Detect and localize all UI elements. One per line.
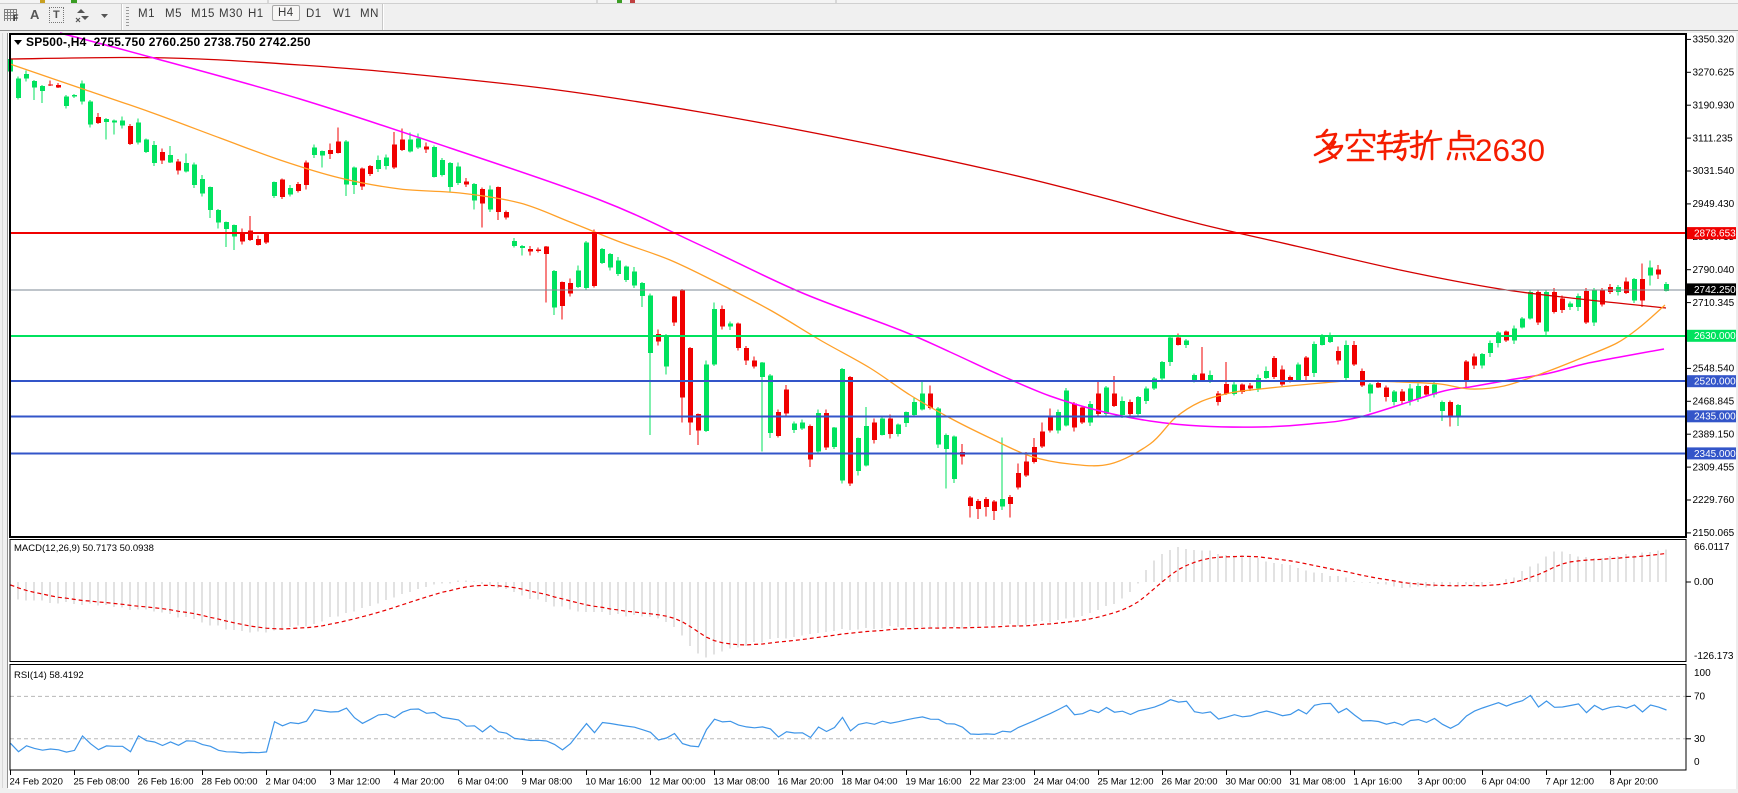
svg-text:2790.040: 2790.040: [1693, 265, 1735, 276]
svg-text:-126.173: -126.173: [1694, 651, 1734, 662]
svg-text:7 Apr 12:00: 7 Apr 12:00: [1546, 777, 1595, 788]
svg-text:3 Apr 00:00: 3 Apr 00:00: [1418, 777, 1467, 788]
svg-text:2 Mar 04:00: 2 Mar 04:00: [266, 777, 317, 788]
svg-text:MACD(12,26,9) 50.7173 50.0938: MACD(12,26,9) 50.7173 50.0938: [14, 543, 154, 554]
svg-text:4 Mar 20:00: 4 Mar 20:00: [394, 777, 445, 788]
svg-text:8 Apr 20:00: 8 Apr 20:00: [1610, 777, 1659, 788]
svg-text:RSI(14) 58.4192: RSI(14) 58.4192: [14, 670, 84, 681]
svg-text:12 Mar 00:00: 12 Mar 00:00: [650, 777, 706, 788]
svg-text:2435.000: 2435.000: [1694, 412, 1736, 423]
svg-text:2150.065: 2150.065: [1693, 528, 1735, 539]
svg-text:2229.760: 2229.760: [1693, 495, 1735, 506]
svg-text:30 Mar 00:00: 30 Mar 00:00: [1226, 777, 1282, 788]
svg-text:30: 30: [1694, 734, 1706, 745]
svg-text:25 Feb 08:00: 25 Feb 08:00: [74, 777, 130, 788]
svg-text:26 Mar 20:00: 26 Mar 20:00: [1162, 777, 1218, 788]
svg-text:100: 100: [1694, 668, 1711, 679]
svg-text:66.0117: 66.0117: [1694, 542, 1730, 553]
svg-text:28 Feb 00:00: 28 Feb 00:00: [202, 777, 258, 788]
svg-text:3031.540: 3031.540: [1693, 166, 1735, 177]
svg-text:2742.250: 2742.250: [1694, 285, 1736, 296]
svg-text:2468.845: 2468.845: [1693, 397, 1735, 408]
svg-text:2878.653: 2878.653: [1694, 229, 1736, 240]
svg-text:2309.455: 2309.455: [1693, 462, 1735, 473]
svg-text:3111.235: 3111.235: [1693, 133, 1734, 144]
svg-text:3350.320: 3350.320: [1693, 35, 1735, 46]
svg-text:3270.625: 3270.625: [1693, 68, 1735, 79]
svg-text:0: 0: [1694, 757, 1700, 768]
svg-text:16 Mar 20:00: 16 Mar 20:00: [778, 777, 834, 788]
svg-text:0.00: 0.00: [1694, 577, 1714, 588]
svg-text:2710.345: 2710.345: [1693, 298, 1735, 309]
svg-text:19 Mar 16:00: 19 Mar 16:00: [906, 777, 962, 788]
svg-text:1 Apr 16:00: 1 Apr 16:00: [1354, 777, 1403, 788]
svg-text:9 Mar 08:00: 9 Mar 08:00: [522, 777, 573, 788]
svg-text:25 Mar 12:00: 25 Mar 12:00: [1098, 777, 1154, 788]
svg-text:31 Mar 08:00: 31 Mar 08:00: [1290, 777, 1346, 788]
svg-text:2548.540: 2548.540: [1693, 364, 1735, 375]
svg-text:SP500-,H4 2755.750 2760.250 2: SP500-,H4 2755.750 2760.250 2738.750 274…: [26, 35, 311, 49]
svg-text:24 Feb 2020: 24 Feb 2020: [10, 777, 63, 788]
svg-text:2630: 2630: [1475, 132, 1545, 168]
svg-text:13 Mar 08:00: 13 Mar 08:00: [714, 777, 770, 788]
svg-text:6 Apr 04:00: 6 Apr 04:00: [1482, 777, 1531, 788]
svg-text:18 Mar 04:00: 18 Mar 04:00: [842, 777, 898, 788]
svg-text:2630.000: 2630.000: [1694, 331, 1736, 342]
svg-text:2389.150: 2389.150: [1693, 429, 1735, 440]
svg-text:2520.000: 2520.000: [1694, 377, 1736, 388]
svg-text:26 Feb 16:00: 26 Feb 16:00: [138, 777, 194, 788]
svg-text:6 Mar 04:00: 6 Mar 04:00: [458, 777, 509, 788]
svg-text:2949.430: 2949.430: [1693, 199, 1735, 210]
svg-text:22 Mar 23:00: 22 Mar 23:00: [970, 777, 1026, 788]
svg-text:3190.930: 3190.930: [1693, 100, 1735, 111]
svg-text:3 Mar 12:00: 3 Mar 12:00: [330, 777, 381, 788]
svg-text:70: 70: [1694, 692, 1706, 703]
svg-text:24 Mar 04:00: 24 Mar 04:00: [1034, 777, 1090, 788]
svg-text:10 Mar 16:00: 10 Mar 16:00: [586, 777, 642, 788]
svg-text:2345.000: 2345.000: [1694, 449, 1736, 460]
